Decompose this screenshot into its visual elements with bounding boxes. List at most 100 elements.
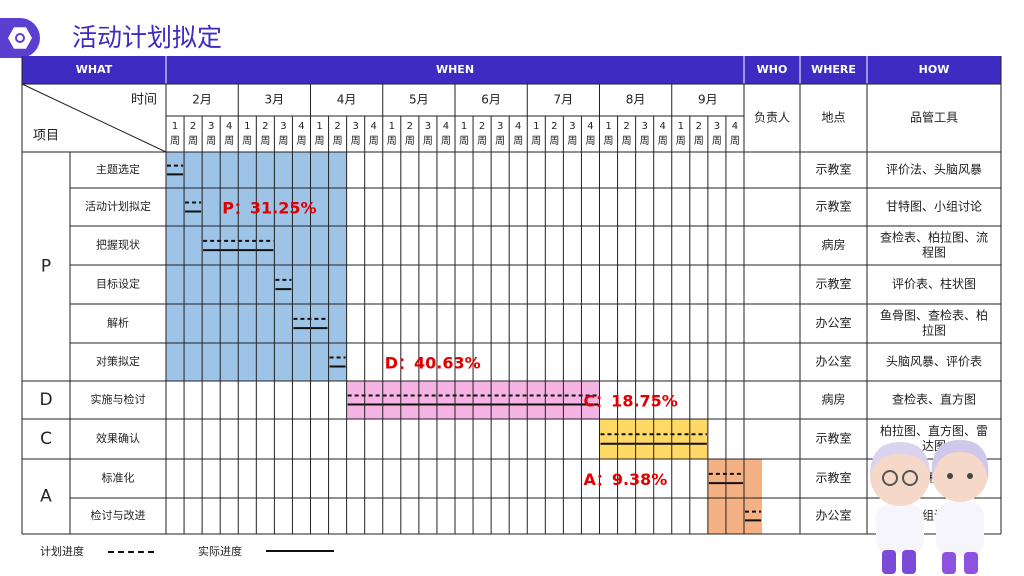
phase-percent-label: D：40.63% bbox=[385, 354, 481, 373]
week-number: 1 bbox=[316, 121, 322, 132]
week-number: 1 bbox=[533, 121, 539, 132]
week-number: 3 bbox=[641, 121, 647, 132]
week-unit: 周 bbox=[315, 135, 325, 147]
row-item-label: 目标设定 bbox=[96, 277, 140, 291]
header-band bbox=[22, 56, 1001, 84]
row-item-label: 活动计划拟定 bbox=[85, 199, 151, 213]
header-what: WHAT bbox=[76, 63, 113, 76]
row-place: 示教室 bbox=[815, 276, 851, 291]
row-place: 病房 bbox=[821, 392, 845, 407]
corner-time-label: 时间 bbox=[131, 93, 157, 108]
week-number: 2 bbox=[696, 121, 702, 132]
row-item-label: 实施与检讨 bbox=[91, 392, 146, 406]
week-number: 1 bbox=[678, 121, 684, 132]
week-unit: 周 bbox=[333, 135, 343, 147]
column-place: 地点 bbox=[821, 111, 845, 125]
phase-percent-label: A：9.38% bbox=[583, 470, 667, 489]
legend-actual-label: 实际进度 bbox=[198, 545, 242, 558]
week-number: 3 bbox=[352, 121, 358, 132]
month-label: 5月 bbox=[409, 93, 429, 107]
row-tools: 甘特图、小组讨论 bbox=[886, 199, 982, 214]
week-unit: 周 bbox=[441, 135, 451, 147]
week-number: 4 bbox=[660, 121, 666, 132]
week-number: 4 bbox=[732, 121, 738, 132]
row-place: 示教室 bbox=[815, 199, 851, 214]
row-tools: 头脑风暴、评价表 bbox=[886, 355, 982, 369]
week-unit: 周 bbox=[405, 135, 415, 147]
page-title: 活动计划拟定 bbox=[72, 23, 223, 52]
week-number: 1 bbox=[461, 121, 467, 132]
week-unit: 周 bbox=[278, 135, 288, 147]
week-number: 4 bbox=[587, 121, 593, 132]
week-unit: 周 bbox=[296, 135, 306, 147]
column-person: 负责人 bbox=[754, 111, 790, 125]
row-item-label: 把握现状 bbox=[96, 238, 140, 252]
row-tools: 拉图 bbox=[922, 323, 946, 338]
week-number: 2 bbox=[334, 121, 340, 132]
week-number: 4 bbox=[515, 121, 521, 132]
legend-plan-line bbox=[108, 551, 154, 553]
week-number: 2 bbox=[262, 121, 268, 132]
week-number: 3 bbox=[714, 121, 720, 132]
row-tools: 程图 bbox=[922, 245, 946, 260]
week-unit: 周 bbox=[549, 135, 559, 147]
row-tools: 鱼骨图、查检表、柏 bbox=[880, 308, 988, 323]
phase-percent-label: P：31.25% bbox=[222, 199, 316, 218]
month-label: 4月 bbox=[337, 93, 357, 107]
row-item-label: 解析 bbox=[107, 316, 129, 330]
week-number: 3 bbox=[569, 121, 575, 132]
header-where: WHERE bbox=[811, 63, 856, 76]
week-unit: 周 bbox=[242, 135, 252, 147]
row-tools: 查检表、直方图 bbox=[892, 392, 976, 407]
row-place: 办公室 bbox=[815, 315, 851, 330]
week-number: 2 bbox=[479, 121, 485, 132]
week-unit: 周 bbox=[387, 135, 397, 147]
week-number: 4 bbox=[298, 121, 304, 132]
week-unit: 周 bbox=[694, 135, 704, 147]
week-unit: 周 bbox=[351, 135, 361, 147]
week-number: 3 bbox=[280, 121, 286, 132]
title-bar: 活动计划拟定 bbox=[0, 10, 260, 58]
week-unit: 周 bbox=[567, 135, 577, 147]
week-number: 1 bbox=[244, 121, 250, 132]
row-tools: 柏拉图、直方图、雷 bbox=[880, 423, 988, 438]
month-label: 6月 bbox=[481, 93, 501, 107]
header-who: WHO bbox=[757, 63, 788, 76]
week-unit: 周 bbox=[513, 135, 523, 147]
week-unit: 周 bbox=[188, 135, 198, 147]
week-unit: 周 bbox=[712, 135, 722, 147]
row-tools: 查检表、柏拉图、流 bbox=[880, 230, 988, 245]
phase-shading-a bbox=[707, 459, 763, 534]
week-unit: 周 bbox=[658, 135, 668, 147]
row-place: 示教室 bbox=[815, 162, 851, 177]
row-item-label: 标准化 bbox=[102, 471, 135, 485]
column-tools: 品管工具 bbox=[910, 110, 958, 125]
legend-actual-line bbox=[266, 550, 334, 552]
row-tools: 评价法、头脑风暴 bbox=[886, 163, 982, 177]
week-unit: 周 bbox=[260, 135, 270, 147]
week-unit: 周 bbox=[170, 135, 180, 147]
row-item-label: 对策拟定 bbox=[96, 354, 140, 368]
phase-label-a: A bbox=[40, 487, 52, 507]
week-number: 4 bbox=[371, 121, 377, 132]
week-number: 1 bbox=[172, 121, 178, 132]
header-when: WHEN bbox=[436, 63, 474, 76]
row-place: 示教室 bbox=[815, 470, 851, 485]
week-number: 3 bbox=[425, 121, 431, 132]
week-number: 2 bbox=[551, 121, 557, 132]
corner-item-label: 项目 bbox=[33, 129, 59, 144]
month-label: 8月 bbox=[626, 93, 646, 107]
week-unit: 周 bbox=[495, 135, 505, 147]
row-place: 办公室 bbox=[815, 354, 851, 369]
week-unit: 周 bbox=[622, 135, 632, 147]
phase-label-p: P bbox=[41, 257, 51, 277]
week-unit: 周 bbox=[369, 135, 379, 147]
week-unit: 周 bbox=[640, 135, 650, 147]
week-number: 2 bbox=[190, 121, 196, 132]
week-unit: 周 bbox=[459, 135, 469, 147]
week-unit: 周 bbox=[676, 135, 686, 147]
week-unit: 周 bbox=[604, 135, 614, 147]
month-label: 7月 bbox=[554, 93, 574, 107]
row-place: 示教室 bbox=[815, 431, 851, 446]
phase-label-c: C bbox=[40, 429, 52, 449]
